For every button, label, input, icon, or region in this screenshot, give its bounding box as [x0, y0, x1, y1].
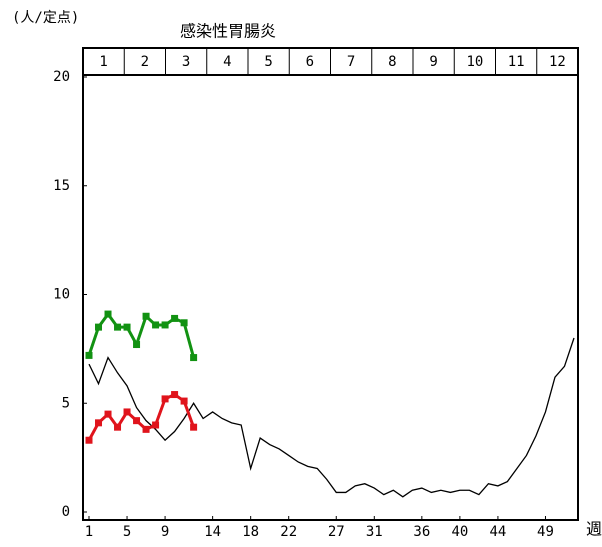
month-label: 3	[182, 54, 190, 70]
point-marker	[114, 423, 122, 431]
point-marker	[142, 425, 150, 433]
point-marker	[161, 395, 169, 403]
point-marker	[133, 341, 141, 349]
month-label: 7	[347, 54, 355, 70]
month-label: 11	[508, 54, 525, 70]
point-marker	[180, 319, 188, 327]
point-marker	[104, 310, 112, 318]
month-label: 9	[429, 54, 437, 70]
point-marker	[114, 323, 122, 331]
y-tick-label: 20	[53, 69, 70, 85]
x-tick-label: 22	[280, 524, 297, 540]
point-marker	[190, 423, 198, 431]
plot-frame	[82, 47, 579, 521]
point-marker	[161, 321, 169, 329]
x-tick-label: 5	[123, 524, 131, 540]
month-label: 1	[99, 54, 107, 70]
x-tick-label: 40	[451, 524, 468, 540]
x-tick-label: 18	[242, 524, 259, 540]
y-tick-label: 15	[53, 178, 70, 194]
point-marker	[85, 436, 93, 444]
point-marker	[133, 417, 141, 425]
x-tick-label: 36	[413, 524, 430, 540]
point-marker	[142, 312, 150, 320]
point-marker	[180, 397, 188, 405]
y-axis-label: (人/定点)	[12, 10, 79, 26]
point-marker	[104, 410, 112, 418]
month-label: 12	[549, 54, 566, 70]
point-marker	[171, 314, 179, 322]
point-marker	[123, 408, 131, 416]
series-line	[88, 337, 575, 498]
x-tick-label: 14	[204, 524, 221, 540]
month-label: 6	[306, 54, 314, 70]
month-label: 10	[466, 54, 483, 70]
x-tick-label: 27	[328, 524, 345, 540]
x-tick-label: 31	[366, 524, 383, 540]
point-marker	[123, 323, 131, 331]
month-label: 8	[388, 54, 396, 70]
y-tick-label: 0	[62, 504, 70, 520]
month-label: 5	[264, 54, 272, 70]
x-axis-label: 週	[586, 520, 602, 539]
x-tick-label: 49	[537, 524, 554, 540]
x-tick-label: 44	[489, 524, 506, 540]
point-marker	[190, 354, 198, 362]
month-label: 2	[141, 54, 149, 70]
x-tick-label: 1	[85, 524, 93, 540]
y-tick-label: 10	[53, 287, 70, 303]
month-label: 4	[223, 54, 231, 70]
point-marker	[95, 419, 103, 427]
point-marker	[95, 323, 103, 331]
point-marker	[171, 391, 179, 399]
point-marker	[152, 321, 160, 329]
point-marker	[85, 351, 93, 359]
y-tick-label: 5	[62, 395, 70, 411]
chart-title: 感染性胃腸炎	[180, 22, 276, 41]
x-tick-label: 9	[161, 524, 169, 540]
point-marker	[152, 421, 160, 429]
